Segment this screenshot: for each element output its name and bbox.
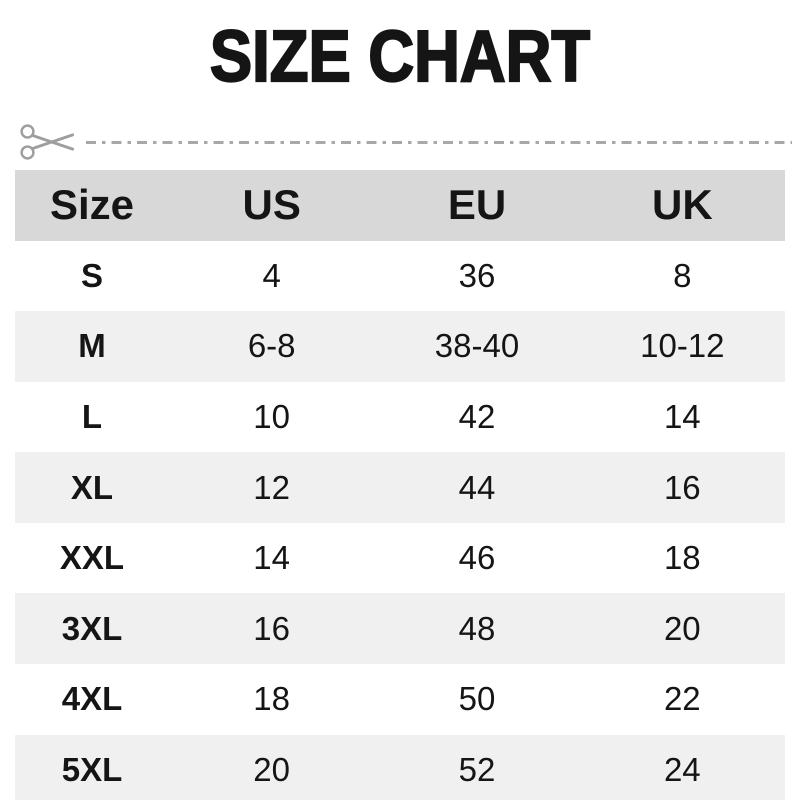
value-us: 4 (262, 256, 281, 294)
value-uk: 16 (663, 468, 701, 506)
value-us: 18 (253, 680, 291, 718)
table-row-m: M 6-8 38-40 10-12 (15, 311, 785, 382)
column-header-eu: EU (447, 181, 507, 229)
size-label: L (81, 397, 103, 435)
dashed-cut-line (86, 140, 792, 144)
column-header-uk: UK (651, 181, 713, 229)
value-eu: 38-40 (434, 327, 520, 365)
value-uk: 10-12 (640, 327, 725, 365)
column-header-us: US (242, 181, 301, 229)
cut-line (18, 123, 792, 161)
table-header-row: Size US EU UK (15, 170, 785, 241)
value-us: 16 (253, 609, 291, 647)
value-eu: 48 (458, 609, 496, 647)
value-eu: 46 (458, 539, 496, 577)
value-eu: 52 (458, 750, 496, 788)
value-us: 10 (253, 397, 291, 435)
value-uk: 18 (663, 539, 701, 577)
size-label: M (78, 327, 106, 365)
value-eu: 42 (458, 397, 496, 435)
table-row-s: S 4 36 8 (15, 241, 785, 312)
size-label: S (80, 256, 103, 294)
value-us: 12 (253, 468, 291, 506)
size-label: 5XL (61, 750, 123, 788)
value-uk: 22 (663, 680, 701, 718)
column-header-size: Size (49, 181, 135, 229)
value-uk: 14 (663, 397, 701, 435)
scissors-icon (20, 124, 75, 160)
table-row-xxl: XXL 14 46 18 (15, 523, 785, 594)
value-us: 14 (253, 539, 291, 577)
size-label: 4XL (61, 680, 123, 718)
size-chart-page: SIZE CHART Size US EU UK S 4 36 8 M 6-8 38-40 1… (0, 17, 800, 800)
table-row-4xl: 4XL 18 50 22 (15, 664, 785, 735)
value-eu: 36 (458, 256, 496, 294)
value-us: 6-8 (247, 327, 296, 365)
size-label: 3XL (61, 609, 123, 647)
table-row-xl: XL 12 44 16 (15, 452, 785, 523)
size-label: XXL (59, 539, 125, 577)
value-uk: 8 (673, 256, 692, 294)
size-label: XL (70, 468, 114, 506)
value-uk: 24 (663, 750, 701, 788)
size-chart-table: Size US EU UK S 4 36 8 M 6-8 38-40 10-12 L 10 42 14… (15, 170, 785, 800)
value-eu: 50 (458, 680, 496, 718)
table-row-l: L 10 42 14 (15, 382, 785, 453)
table-row-5xl: 5XL 20 52 24 (15, 734, 785, 800)
page-title: SIZE CHART (209, 17, 591, 97)
value-eu: 44 (458, 468, 496, 506)
value-uk: 20 (663, 609, 701, 647)
value-us: 20 (253, 750, 291, 788)
table-row-3xl: 3XL 16 48 20 (15, 593, 785, 664)
